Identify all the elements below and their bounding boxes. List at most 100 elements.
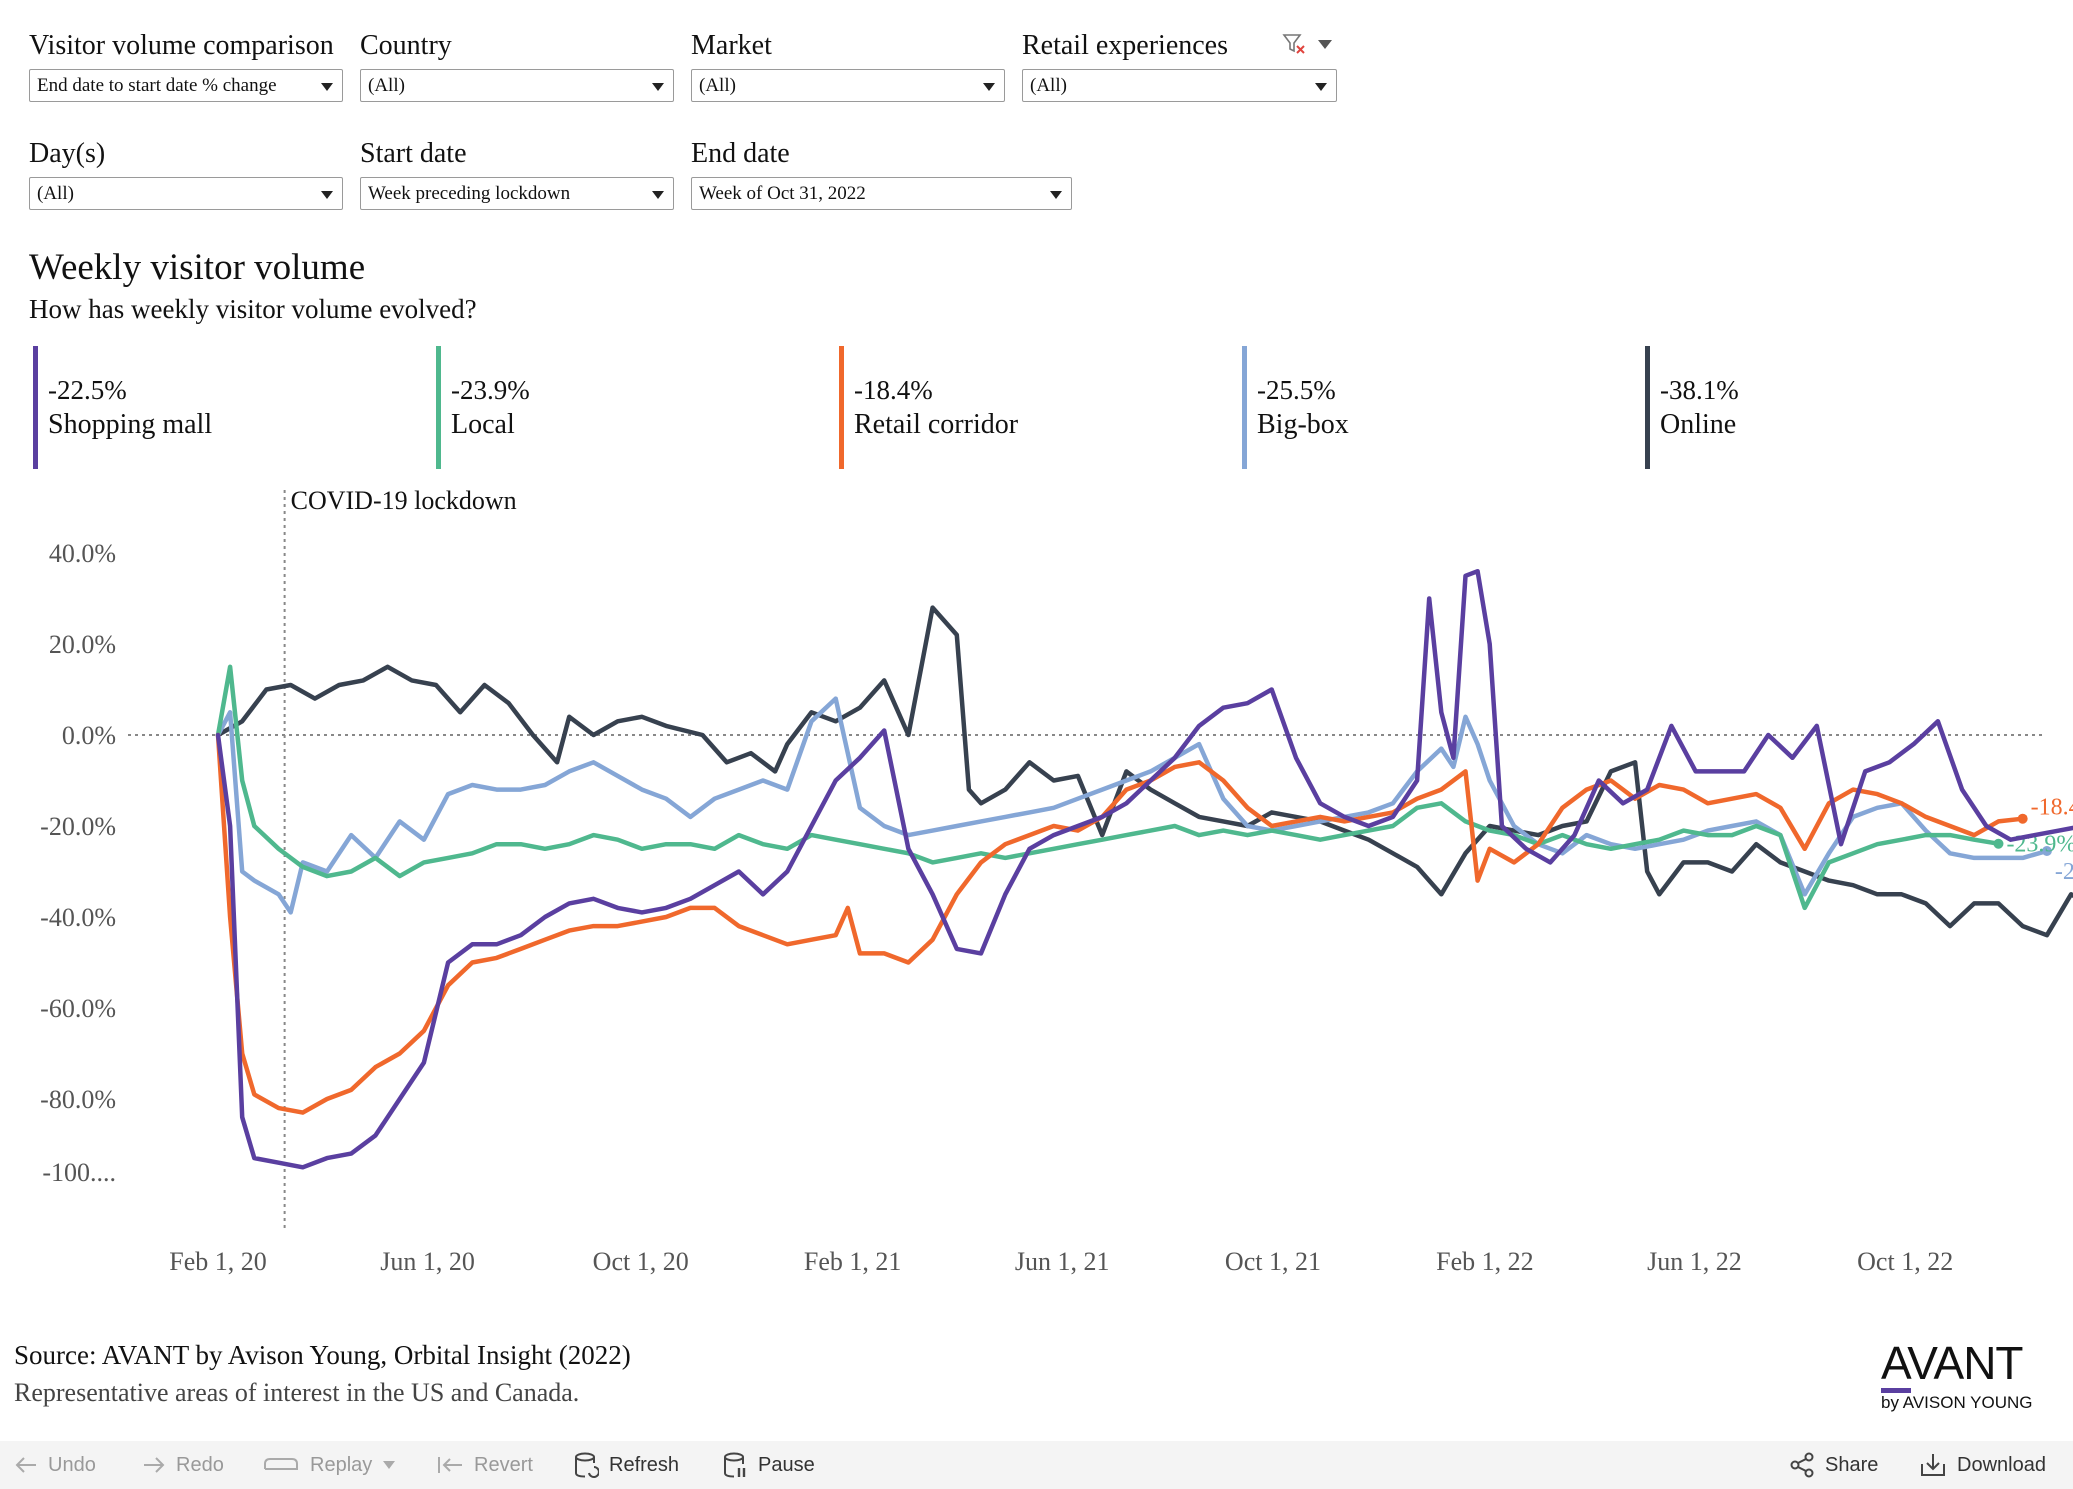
redo-label: Redo <box>176 1453 224 1476</box>
retail-dropdown[interactable]: (All) <box>1022 69 1337 102</box>
series-line-online <box>215 605 2073 938</box>
kpi-value: -22.5% <box>48 375 127 405</box>
series-line-big-box <box>215 696 2050 915</box>
toolbar: Undo Redo Replay Revert Refresh Pause Sh… <box>0 1441 2073 1489</box>
kpi-retail-corridor[interactable]: -18.4% Retail corridor <box>839 346 1018 469</box>
logo-bar <box>1881 1388 1911 1393</box>
download-label: Download <box>1957 1453 2046 1476</box>
source-text: Source: AVANT by Avison Young, Orbital I… <box>14 1340 631 1370</box>
share-button[interactable]: Share <box>1789 1449 1878 1481</box>
x-tick-label: Oct 1, 21 <box>1225 1247 1321 1276</box>
kpi-value: -25.5% <box>1257 375 1336 405</box>
dropdown-value: (All) <box>37 183 74 204</box>
kpi-value: -18.4% <box>854 375 933 405</box>
filter-retail-experiences: Retail experiences (All) <box>1022 28 1337 102</box>
kpi-label: Retail corridor <box>854 409 1019 440</box>
undo-label: Undo <box>48 1453 96 1476</box>
y-tick-label: -40.0% <box>40 903 116 932</box>
filter-label: Market <box>691 30 772 61</box>
end-date-dropdown[interactable]: Week of Oct 31, 2022 <box>691 177 1072 210</box>
dropdown-value: (All) <box>1030 75 1067 96</box>
series-end-label: -18.4% <box>2031 795 2073 821</box>
kpi-online[interactable]: -38.1% Online <box>1645 346 1739 469</box>
country-dropdown[interactable]: (All) <box>360 69 674 102</box>
y-tick-label: -20.0% <box>40 812 116 841</box>
filter-market: Market (All) <box>691 28 1005 102</box>
kpi-label: Big-box <box>1257 409 1349 440</box>
filter-start-date: Start date Week preceding lockdown <box>360 136 674 210</box>
redo-button[interactable]: Redo <box>142 1449 224 1481</box>
refresh-label: Refresh <box>609 1453 680 1476</box>
y-tick-label: -60.0% <box>40 994 116 1023</box>
avant-logo: AVANT by AVISON YOUNG <box>1881 1340 2036 1413</box>
note-text: Representative areas of interest in the … <box>14 1378 580 1407</box>
kpi-shopping-mall[interactable]: -22.5% Shopping mall <box>33 346 212 469</box>
replay-icon <box>264 1458 298 1470</box>
market-dropdown[interactable]: (All) <box>691 69 1005 102</box>
dropdown-value: (All) <box>368 75 405 96</box>
y-tick-label: 0.0% <box>62 721 116 750</box>
undo-icon <box>15 1457 36 1473</box>
chevron-down-icon <box>652 83 664 91</box>
kpi-label: Online <box>1660 409 1737 440</box>
filter-visitor-comparison: Visitor volume comparison End date to st… <box>29 28 343 102</box>
start-date-dropdown[interactable]: Week preceding lockdown <box>360 177 674 210</box>
x-tick-label: Jun 1, 22 <box>1647 1247 1742 1276</box>
revert-icon <box>438 1457 462 1473</box>
kpi-value: -38.1% <box>1660 375 1739 405</box>
series-end-point <box>2017 813 2028 824</box>
filter-days: Day(s) (All) <box>29 136 343 210</box>
filter-menu-icon[interactable] <box>1318 40 1332 49</box>
series-end-label: -25.5% <box>2055 859 2073 885</box>
comparison-dropdown[interactable]: End date to start date % change <box>29 69 343 102</box>
chevron-down-icon <box>1315 83 1327 91</box>
filter-label: Country <box>360 30 452 61</box>
filter-label: Day(s) <box>29 138 106 169</box>
kpi-big-box[interactable]: -25.5% Big-box <box>1242 346 1349 469</box>
kpi-value: -23.9% <box>451 375 530 405</box>
revert-button[interactable]: Revert <box>436 1449 533 1481</box>
replay-label: Replay <box>310 1453 373 1476</box>
revert-label: Revert <box>474 1453 533 1476</box>
chevron-down-icon <box>1050 191 1062 199</box>
days-dropdown[interactable]: (All) <box>29 177 343 210</box>
series-line-local <box>215 664 2001 911</box>
kpi-label: Local <box>451 409 515 440</box>
chart-subtitle: How has weekly visitor volume evolved? <box>29 294 477 324</box>
chevron-down-icon <box>321 191 333 199</box>
filter-label: Retail experiences <box>1022 30 1229 61</box>
pause-button[interactable]: Pause <box>722 1449 815 1481</box>
clear-filter-icon[interactable] <box>1282 33 1308 55</box>
download-button[interactable]: Download <box>1919 1449 2046 1481</box>
chevron-down-icon <box>383 1461 396 1469</box>
dropdown-value: End date to start date % change <box>37 75 277 96</box>
logo-tagline: by AVISON YOUNG <box>1881 1393 2033 1412</box>
dropdown-value: Week preceding lockdown <box>368 183 571 204</box>
chevron-down-icon <box>652 191 664 199</box>
refresh-button[interactable]: Refresh <box>573 1449 679 1481</box>
dropdown-value: Week of Oct 31, 2022 <box>699 183 866 204</box>
x-tick-label: Oct 1, 22 <box>1857 1247 1953 1276</box>
redo-icon <box>144 1457 165 1473</box>
x-tick-label: Feb 1, 20 <box>169 1247 267 1276</box>
filter-end-date: End date Week of Oct 31, 2022 <box>691 136 1072 210</box>
undo-button[interactable]: Undo <box>14 1449 96 1481</box>
series-line-shopping-mall <box>215 568 2073 1170</box>
logo-brand: AVANT <box>1881 1337 2024 1389</box>
kpi-label: Shopping mall <box>48 409 213 440</box>
y-tick-label: 20.0% <box>49 630 116 659</box>
pause-icon <box>724 1452 746 1478</box>
x-tick-label: Jun 1, 21 <box>1015 1247 1110 1276</box>
y-tick-label: 40.0% <box>49 539 116 568</box>
chevron-down-icon <box>983 83 995 91</box>
x-tick-label: Jun 1, 20 <box>380 1247 475 1276</box>
y-tick-label: -100.... <box>42 1158 116 1187</box>
pause-label: Pause <box>758 1453 815 1476</box>
replay-button[interactable]: Replay <box>262 1449 396 1481</box>
kpi-local[interactable]: -23.9% Local <box>436 346 530 469</box>
series-end-point <box>2041 846 2052 857</box>
y-tick-label: -80.0% <box>40 1085 116 1114</box>
filter-label: Start date <box>360 138 467 169</box>
line-chart: 40.0% 20.0% 0.0% -20.0% -40.0% -60.0% -80.0% -1… <box>40 486 2073 1276</box>
chevron-down-icon <box>321 83 333 91</box>
